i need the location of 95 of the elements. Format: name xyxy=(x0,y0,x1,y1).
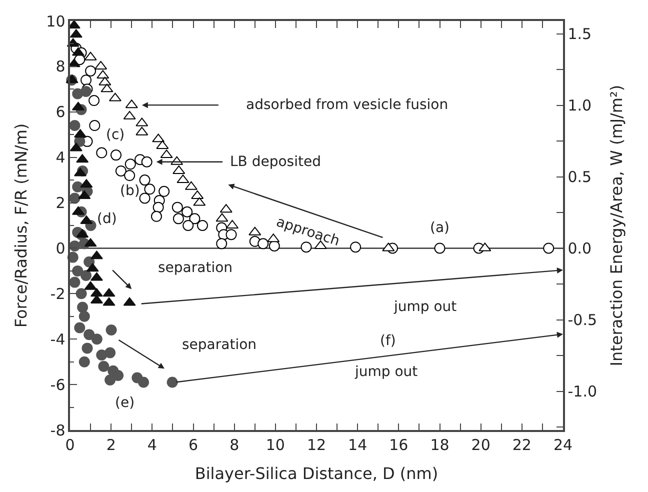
point xyxy=(84,329,95,340)
point xyxy=(216,238,228,250)
annotation: (f) xyxy=(380,333,396,349)
point xyxy=(77,302,88,313)
y2-tick-label: 0.0 xyxy=(568,240,592,258)
point xyxy=(72,265,84,276)
x-tick-label: 8 xyxy=(230,436,240,454)
point xyxy=(88,95,100,106)
point xyxy=(152,202,164,213)
x-tick-label: 24 xyxy=(553,436,573,454)
point xyxy=(104,374,116,386)
y-axis-title: Force/Radius, F/R (mN/m) xyxy=(12,123,31,328)
point xyxy=(172,213,184,224)
y2-tick-label: -0.5 xyxy=(568,311,598,330)
point xyxy=(115,165,126,176)
annotation: separation xyxy=(158,260,233,276)
point xyxy=(124,170,136,182)
y2-tick-label: 1.0 xyxy=(568,96,592,115)
point xyxy=(226,229,237,240)
annotation: jump out xyxy=(393,299,458,315)
point xyxy=(69,192,80,204)
annotation: (a) xyxy=(430,220,450,236)
x-tick-label: 18 xyxy=(430,436,450,454)
point xyxy=(85,65,96,76)
point xyxy=(74,322,86,334)
y-tick-label: 0 xyxy=(56,239,66,258)
point xyxy=(76,288,87,300)
x-tick-label: 22 xyxy=(512,436,532,454)
y-tick-label: 8 xyxy=(56,58,66,76)
point xyxy=(78,356,90,368)
point xyxy=(158,186,170,197)
x-axis-title: Bilayer-Silica Distance, D (nm) xyxy=(194,464,438,483)
y-tick-label: -2 xyxy=(50,284,66,303)
point xyxy=(69,240,80,252)
y-tick-label: -6 xyxy=(50,376,66,394)
y2-tick-label: 0.5 xyxy=(568,168,592,186)
point xyxy=(98,360,110,372)
point xyxy=(182,206,193,218)
point xyxy=(72,181,84,192)
point xyxy=(112,370,124,381)
y2-tick-label: 1.5 xyxy=(568,25,592,44)
y-tick-label: 6 xyxy=(56,103,66,122)
x-tick-label: 10 xyxy=(266,436,285,454)
point xyxy=(144,184,156,195)
point xyxy=(80,270,92,281)
annotation: (e) xyxy=(115,395,135,411)
point xyxy=(69,276,80,288)
y-tick-label: 4 xyxy=(56,148,66,167)
point xyxy=(138,376,150,388)
x-tick-label: 4 xyxy=(147,436,157,454)
point xyxy=(78,310,90,322)
point xyxy=(139,192,150,204)
point xyxy=(166,376,178,388)
y-tick-label: -4 xyxy=(50,330,66,348)
point xyxy=(110,150,122,161)
point xyxy=(124,158,136,170)
annotation: adsorbed from vesicle fusion xyxy=(246,97,448,113)
point xyxy=(96,350,108,361)
y-tick-label: 10 xyxy=(46,12,66,30)
point xyxy=(139,174,150,186)
point xyxy=(189,213,200,224)
point xyxy=(89,120,100,132)
point xyxy=(258,238,269,250)
point xyxy=(106,324,117,336)
x-tick-label: 20 xyxy=(471,436,490,454)
annotation: (b) xyxy=(120,183,140,199)
point xyxy=(91,334,102,345)
point xyxy=(172,202,183,213)
x-tick-label: 2 xyxy=(106,436,116,454)
point xyxy=(80,74,92,86)
annotation: jump out xyxy=(354,364,418,380)
y-tick-label: -8 xyxy=(50,421,66,440)
y-tick-label: 2 xyxy=(56,194,66,212)
y2-tick-label: -1.0 xyxy=(568,382,598,401)
annotation: separation xyxy=(182,337,257,353)
x-tick-label: 16 xyxy=(389,436,408,454)
annotation: (d) xyxy=(97,211,117,227)
point xyxy=(72,88,84,100)
point xyxy=(82,342,93,354)
point xyxy=(150,210,162,222)
point xyxy=(96,147,108,158)
point xyxy=(182,220,194,231)
x-tick-label: 14 xyxy=(348,436,368,454)
point xyxy=(104,347,116,358)
y2-axis-title: Interaction Energy/Area, W (mJ/m²) xyxy=(607,84,626,366)
point xyxy=(196,220,208,231)
x-tick-label: 12 xyxy=(306,436,326,454)
annotation: LB deposited xyxy=(230,154,321,170)
annotation: (c) xyxy=(106,127,125,143)
x-tick-label: 6 xyxy=(188,436,198,454)
point xyxy=(141,156,152,168)
point xyxy=(543,242,554,254)
point xyxy=(434,242,446,254)
point xyxy=(69,120,80,132)
point xyxy=(350,242,362,253)
